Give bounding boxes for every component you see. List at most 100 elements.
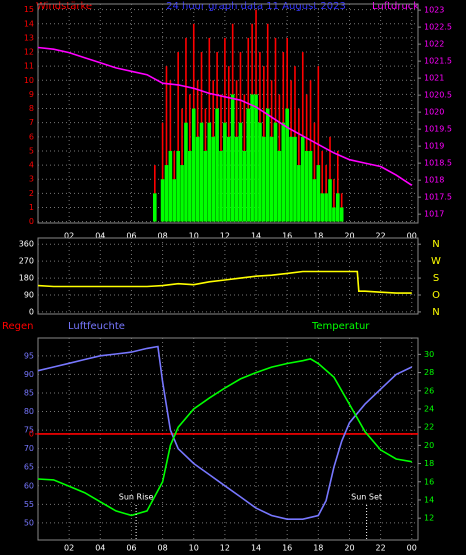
y-tick-label: 1: [29, 203, 34, 212]
y2-tick-label: 1020.5: [424, 91, 452, 100]
wind-bar: [177, 52, 179, 222]
y2-tick-label: 1019.5: [424, 125, 452, 134]
y-tick-label: 13: [24, 33, 34, 42]
wind-bar: [165, 66, 168, 222]
wind-bar: [230, 94, 235, 222]
y2-tick-label: 30: [424, 350, 434, 359]
y-tick-label: 75: [24, 426, 34, 435]
wind-bar: [328, 179, 332, 222]
y-tick-label: 60: [24, 481, 34, 490]
y-tick-label: 95: [24, 351, 34, 360]
x-tick-label: 06: [126, 232, 136, 241]
wind-bar: [207, 122, 212, 222]
y2-tick-label: 1020: [424, 108, 444, 117]
chart-title: 24 hour graph data 11 August 2023: [166, 1, 346, 12]
x-tick-label: 00: [407, 232, 417, 241]
y2-tick-label: 22: [424, 423, 434, 432]
x-tick-label: 12: [220, 232, 230, 241]
wind-bar: [195, 136, 200, 222]
y2-tick-label: N: [432, 307, 439, 318]
y2-tick-label: 26: [424, 386, 434, 395]
y-tick-label: 0: [29, 307, 34, 316]
plot-frame: [37, 3, 419, 224]
x-tick-label: 14: [251, 544, 261, 553]
wind-bar: [242, 150, 247, 222]
wind-bar: [238, 122, 243, 222]
wind-bar: [332, 207, 336, 222]
x-tick-label: 04: [95, 544, 105, 553]
y2-tick-label: 1017: [424, 210, 444, 219]
wind-bar: [313, 122, 316, 222]
wind-bar: [258, 122, 262, 222]
wind-bar: [339, 207, 344, 222]
x-tick-label: 10: [189, 544, 199, 553]
wind-bar: [164, 165, 169, 222]
y-tick-label: 65: [24, 463, 34, 472]
y-tick-label: 2: [29, 189, 34, 198]
y2-tick-label: 1019: [424, 142, 444, 151]
y2-tick-label: 1022: [424, 40, 444, 49]
y-tick-label: 12: [24, 48, 34, 57]
wind-bar: [223, 122, 227, 222]
series-label: Regen: [2, 321, 34, 332]
x-tick-label: 22: [376, 544, 386, 553]
series-line: [37, 46, 413, 186]
wind-bar: [219, 150, 223, 222]
series-line: [37, 358, 412, 517]
x-tick-label: 08: [157, 544, 167, 553]
wind-bar: [320, 193, 325, 222]
wind-bar: [191, 108, 196, 222]
wind-bar: [168, 150, 173, 222]
x-tick-label: 08: [157, 232, 167, 241]
wind-bar: [281, 122, 286, 222]
y-tick-label: 14: [24, 19, 34, 28]
y-tick-label: 90: [24, 370, 34, 379]
y-tick-label: 360: [19, 240, 34, 249]
series-label: Luftfeuchte: [68, 321, 125, 332]
y2-tick-label: 1021: [424, 74, 444, 83]
y-tick-label: 80: [24, 407, 34, 416]
wind-bar: [215, 108, 219, 222]
wind-bar: [161, 122, 164, 222]
wind-bar: [285, 108, 289, 222]
plot-frame: [37, 237, 419, 315]
wind-bar: [316, 165, 321, 222]
y2-tick-label: 1021.5: [424, 57, 452, 66]
y-tick-label: 8: [29, 104, 34, 113]
y-tick-label: 70: [24, 444, 34, 453]
x-tick-label: 10: [189, 232, 199, 241]
series-line: [37, 270, 412, 294]
y2-tick-label: 1018.5: [424, 159, 452, 168]
y-tick-label: 15: [24, 5, 34, 14]
x-tick-label: 06: [126, 544, 136, 553]
series-label: Temperatur: [311, 321, 370, 332]
y-tick-label: 90: [24, 291, 34, 300]
y-tick-label: 0: [29, 217, 34, 226]
wind-bar: [312, 179, 317, 222]
wind-bar: [269, 136, 274, 222]
x-tick-label: 20: [344, 544, 354, 553]
x-tick-label: 18: [313, 232, 323, 241]
x-tick-label: 00: [407, 544, 417, 553]
wind-bar: [308, 150, 313, 222]
y2-tick-label: 16: [424, 477, 434, 486]
wind-bar: [304, 150, 309, 222]
y2-tick-label: O: [432, 290, 440, 301]
x-tick-label: 02: [64, 232, 74, 241]
wind-bar: [335, 193, 340, 222]
x-tick-label: 20: [344, 232, 354, 241]
plot-frame: [37, 337, 419, 541]
wind-bar: [211, 136, 216, 222]
y2-tick-label: N: [432, 239, 439, 250]
wind-bar: [300, 136, 305, 222]
y2-tick-label: 14: [424, 495, 434, 504]
y2-tick-label: 1017.5: [424, 193, 452, 202]
y-tick-label: 55: [24, 500, 34, 509]
wind-bar: [309, 80, 312, 222]
y-tick-label: 50: [24, 518, 34, 527]
wind-bar: [169, 80, 172, 222]
y2-tick-label: 24: [424, 404, 434, 413]
x-tick-label: 12: [220, 544, 230, 553]
y-tick-label: 3: [29, 175, 34, 184]
